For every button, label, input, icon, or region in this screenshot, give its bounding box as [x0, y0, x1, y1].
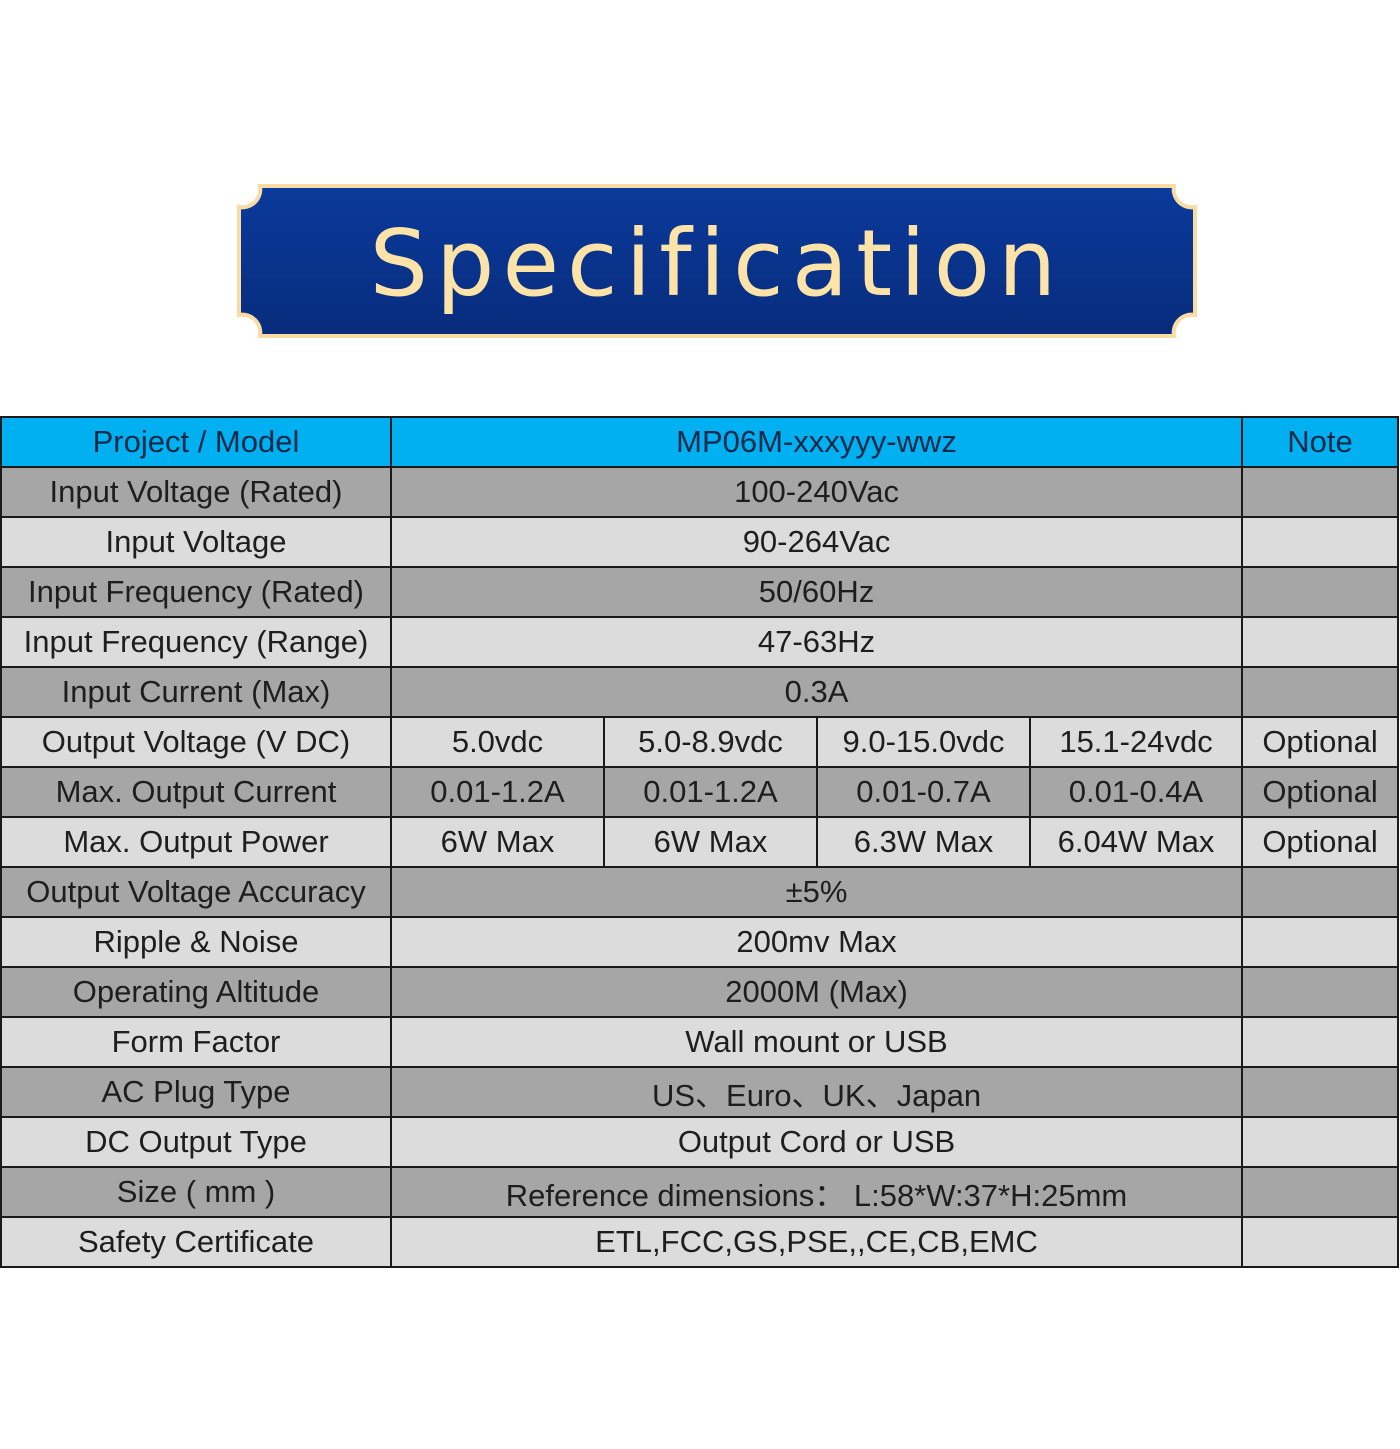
- header-label-cell: Project / Model: [0, 416, 392, 468]
- row-note-cell: [1241, 916, 1400, 968]
- row-value-cell: 0.01-0.7A: [816, 766, 1031, 818]
- row-value-cell: 5.0-8.9vdc: [603, 716, 818, 768]
- row-note-cell: Optional: [1241, 716, 1400, 768]
- table-row: Safety Certificate ETL,FCC,GS,PSE,,CE,CB,…: [0, 1216, 1400, 1268]
- table-row: DC Output Type Output Cord or USB: [0, 1116, 1400, 1168]
- row-value-cell: 5.0vdc: [390, 716, 605, 768]
- row-value-cell: 6W Max: [603, 816, 818, 868]
- table-row: AC Plug Type US、Euro、UK、Japan: [0, 1066, 1400, 1118]
- row-label-cell: Form Factor: [0, 1016, 392, 1068]
- banner-title: Specification: [369, 209, 1065, 317]
- table-header-row: Project / Model MP06M-xxxyyy-wwz Note: [0, 416, 1400, 468]
- row-label-cell: Size ( mm ): [0, 1166, 392, 1218]
- row-note-cell: [1241, 666, 1400, 718]
- row-note-cell: [1241, 1066, 1400, 1118]
- table-row: Form Factor Wall mount or USB: [0, 1016, 1400, 1068]
- row-label-cell: Input Frequency (Rated): [0, 566, 392, 618]
- row-label-cell: Max. Output Current: [0, 766, 392, 818]
- row-note-cell: [1241, 1016, 1400, 1068]
- row-label-cell: Max. Output Power: [0, 816, 392, 868]
- row-note-cell: [1241, 866, 1400, 918]
- row-value-cell: Reference dimensions： L:58*W:37*H:25mm: [389, 1166, 1244, 1218]
- table-row: Input Current (Max) 0.3A: [0, 666, 1400, 718]
- table-row: Input Voltage 90-264Vac: [0, 516, 1400, 568]
- row-label-cell: Output Voltage (V DC): [0, 716, 392, 768]
- row-value-cell: Wall mount or USB: [389, 1016, 1244, 1068]
- row-value-cell: 90-264Vac: [389, 516, 1244, 568]
- row-note-cell: [1241, 1166, 1400, 1218]
- row-value-cell: 100-240Vac: [389, 466, 1244, 518]
- row-value-cell: 2000M (Max): [389, 966, 1244, 1018]
- row-note-cell: [1241, 616, 1400, 668]
- row-note-cell: [1241, 566, 1400, 618]
- table-row: Input Frequency (Rated) 50/60Hz: [0, 566, 1400, 618]
- row-note-cell: [1241, 966, 1400, 1018]
- row-value-cell: US、Euro、UK、Japan: [389, 1066, 1244, 1118]
- row-value-cell: Output Cord or USB: [389, 1116, 1244, 1168]
- row-label-cell: Operating Altitude: [0, 966, 392, 1018]
- row-value-cell: 6.04W Max: [1028, 816, 1244, 868]
- specification-banner: Specification: [236, 183, 1198, 339]
- table-row: Input Frequency (Range) 47-63Hz: [0, 616, 1400, 668]
- row-label-cell: Input Voltage (Rated): [0, 466, 392, 518]
- row-note-cell: [1241, 516, 1400, 568]
- row-value-cell: ETL,FCC,GS,PSE,,CE,CB,EMC: [389, 1216, 1244, 1268]
- row-label-cell: Safety Certificate: [0, 1216, 392, 1268]
- row-label-cell: Output Voltage Accuracy: [0, 866, 392, 918]
- row-value-cell: 0.3A: [389, 666, 1244, 718]
- row-value-cell: 47-63Hz: [389, 616, 1244, 668]
- row-label-cell: Input Current (Max): [0, 666, 392, 718]
- table-row: Output Voltage Accuracy ±5%: [0, 866, 1400, 918]
- row-value-cell: 15.1-24vdc: [1028, 716, 1244, 768]
- row-note-cell: Optional: [1241, 766, 1400, 818]
- specification-table: Project / Model MP06M-xxxyyy-wwz Note In…: [0, 416, 1400, 1268]
- row-value-cell: 9.0-15.0vdc: [816, 716, 1031, 768]
- row-note-cell: [1241, 1216, 1400, 1268]
- row-label-cell: AC Plug Type: [0, 1066, 392, 1118]
- row-note-cell: [1241, 1116, 1400, 1168]
- row-value-cell: 200mv Max: [389, 916, 1244, 968]
- row-value-cell: 6W Max: [390, 816, 605, 868]
- table-row: Size ( mm ) Reference dimensions： L:58*W:…: [0, 1166, 1400, 1218]
- row-value-cell: 0.01-0.4A: [1028, 766, 1244, 818]
- row-label-cell: DC Output Type: [0, 1116, 392, 1168]
- table-row: Output Voltage (V DC) 5.0vdc 5.0-8.9vdc 9.0…: [0, 716, 1400, 768]
- header-note-cell: Note: [1241, 416, 1400, 468]
- row-value-cell: 0.01-1.2A: [390, 766, 605, 818]
- row-note-cell: [1241, 466, 1400, 518]
- row-label-cell: Input Frequency (Range): [0, 616, 392, 668]
- row-label-cell: Input Voltage: [0, 516, 392, 568]
- table-row: Input Voltage (Rated) 100-240Vac: [0, 466, 1400, 518]
- row-value-cell: 0.01-1.2A: [603, 766, 818, 818]
- row-label-cell: Ripple & Noise: [0, 916, 392, 968]
- row-value-cell: 50/60Hz: [389, 566, 1244, 618]
- row-value-cell: 6.3W Max: [816, 816, 1031, 868]
- table-row: Ripple & Noise 200mv Max: [0, 916, 1400, 968]
- banner-shape: [237, 184, 1197, 338]
- table-row: Max. Output Current 0.01-1.2A 0.01-1.2A 0.0…: [0, 766, 1400, 818]
- header-model-cell: MP06M-xxxyyy-wwz: [389, 416, 1244, 468]
- table-row: Max. Output Power 6W Max 6W Max 6.3W Max 6.0…: [0, 816, 1400, 868]
- row-value-cell: ±5%: [389, 866, 1244, 918]
- table-row: Operating Altitude 2000M (Max): [0, 966, 1400, 1018]
- row-note-cell: Optional: [1241, 816, 1400, 868]
